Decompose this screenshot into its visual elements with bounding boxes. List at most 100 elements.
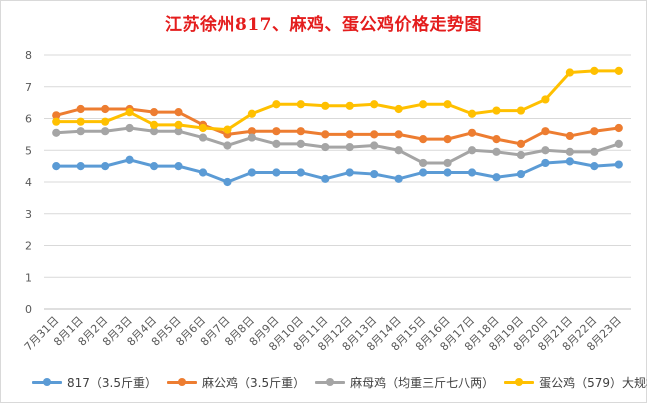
data-point xyxy=(272,100,281,109)
data-point xyxy=(247,109,256,118)
data-point xyxy=(541,158,550,168)
data-point xyxy=(590,127,599,136)
series-line xyxy=(54,126,621,165)
data-point xyxy=(149,162,159,171)
data-point xyxy=(296,127,305,136)
data-point xyxy=(467,146,477,155)
data-point xyxy=(101,117,110,126)
data-point xyxy=(492,106,501,115)
x-tick-label: 7月31日 xyxy=(22,314,62,354)
data-point xyxy=(321,101,330,110)
data-point xyxy=(419,135,428,144)
data-point xyxy=(467,109,477,118)
y-tick-label: 7 xyxy=(25,81,32,94)
data-point xyxy=(370,130,379,139)
legend-label: 蛋公鸡（579）大规格 xyxy=(539,375,647,390)
chart-title: 江苏徐州817、麻鸡、蛋公鸡价格走势图 xyxy=(165,15,482,35)
data-point xyxy=(321,130,330,139)
data-point xyxy=(321,142,330,152)
data-point xyxy=(76,117,85,126)
series-line xyxy=(54,158,621,184)
data-point xyxy=(223,177,232,187)
data-point xyxy=(443,100,452,109)
data-point xyxy=(174,162,183,171)
data-point xyxy=(76,162,85,171)
data-point xyxy=(492,173,501,182)
legend-item: 蛋公鸡（579）大规格 xyxy=(504,374,647,391)
y-tick-label: 2 xyxy=(25,240,32,253)
data-point xyxy=(394,174,403,183)
y-tick-label: 5 xyxy=(25,144,32,157)
data-point xyxy=(149,120,159,129)
data-point xyxy=(443,158,452,168)
data-point xyxy=(516,169,526,179)
series-4 xyxy=(52,66,623,134)
data-point xyxy=(345,130,354,139)
data-point xyxy=(614,139,623,148)
data-point xyxy=(345,168,354,177)
y-tick-label: 8 xyxy=(25,49,32,62)
data-point xyxy=(443,168,452,177)
legend-label: 817（3.5斤重） xyxy=(67,375,157,390)
data-point xyxy=(467,168,477,177)
legend: 817（3.5斤重） 麻公鸡（3.5斤重） 麻母鸡（均重三斤七八两） 蛋公鸡（579）… xyxy=(32,372,647,392)
data-point xyxy=(516,139,526,148)
data-point xyxy=(76,127,85,136)
data-point xyxy=(565,131,574,141)
data-point xyxy=(296,139,305,148)
data-point xyxy=(541,127,550,136)
legend-swatch xyxy=(32,377,62,387)
data-point xyxy=(52,128,61,137)
data-point xyxy=(614,160,623,169)
data-point xyxy=(198,133,208,142)
legend-swatch xyxy=(315,377,346,387)
data-point xyxy=(370,141,379,150)
y-axis-ticks: 0 1 2 3 4 5 6 7 8 xyxy=(25,49,32,316)
data-point xyxy=(272,127,281,136)
x-axis-ticks: 7月31日8月1日8月2日8月3日8月4日8月5日8月6日8月7日8月8日8月9… xyxy=(22,314,624,354)
data-point xyxy=(394,104,403,114)
data-point xyxy=(198,168,208,177)
data-point xyxy=(223,141,232,150)
data-point xyxy=(541,95,550,104)
data-point xyxy=(565,157,574,166)
data-point xyxy=(419,168,428,177)
series-line xyxy=(54,107,621,146)
series-layer xyxy=(52,66,623,187)
data-point xyxy=(345,101,354,110)
data-point xyxy=(198,123,208,133)
data-point xyxy=(272,168,281,177)
data-point xyxy=(125,155,134,164)
data-point xyxy=(101,104,110,114)
data-point xyxy=(419,158,428,168)
data-point xyxy=(394,130,403,139)
data-point xyxy=(101,127,110,136)
data-point xyxy=(247,133,256,142)
data-point xyxy=(492,147,501,156)
legend-item: 817（3.5斤重） xyxy=(32,374,157,391)
data-point xyxy=(247,168,256,177)
data-point xyxy=(443,135,452,144)
series-2 xyxy=(52,104,623,148)
data-point xyxy=(174,120,183,129)
data-point xyxy=(614,66,623,75)
data-point xyxy=(101,162,110,171)
legend-item: 麻母鸡（均重三斤七八两） xyxy=(315,374,494,391)
data-point xyxy=(370,100,379,109)
series-1 xyxy=(52,155,623,187)
data-point xyxy=(296,168,305,177)
data-point xyxy=(149,108,159,117)
data-point xyxy=(467,128,477,137)
data-point xyxy=(541,146,550,155)
series-line xyxy=(54,69,621,132)
data-point xyxy=(345,142,354,152)
legend-item: 麻公鸡（3.5斤重） xyxy=(167,374,305,391)
y-tick-label: 6 xyxy=(25,113,32,126)
data-point xyxy=(394,146,403,155)
data-point xyxy=(321,174,330,183)
data-point xyxy=(76,104,85,114)
data-point xyxy=(174,108,183,117)
y-tick-label: 3 xyxy=(25,208,32,221)
